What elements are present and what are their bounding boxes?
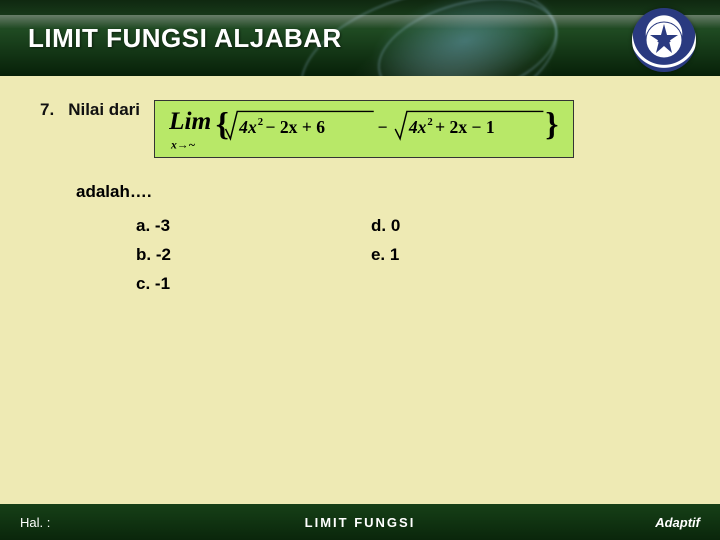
svg-text:x→~: x→~ [170,138,196,151]
option-e: e. 1 [371,241,400,270]
option-d: d. 0 [371,212,400,241]
options: a. -3 b. -2 c. -1 d. 0 e. 1 [136,212,680,299]
svg-text:+ 2x − 1: + 2x − 1 [435,117,494,137]
option-a: a. -3 [136,212,171,241]
svg-text:{: { [216,106,229,143]
svg-text:4x: 4x [408,117,427,137]
footer-bar: Hal. : LIMIT FUNGSI Adaptif [0,504,720,540]
content-area: 7. Nilai dari Lim x→~ { 4x 2 − 2x + 6 − [0,76,720,299]
slide: LIMIT FUNGSI ALJABAR 7. Nilai dari Lim x… [0,0,720,540]
emblem-svg [644,20,684,60]
svg-text:−: − [378,117,388,137]
svg-text:− 2x + 6: − 2x + 6 [266,117,326,137]
adalah-text: adalah…. [76,182,680,202]
footer-right: Adaptif [655,515,700,530]
footer-center: LIMIT FUNGSI [305,515,416,530]
header-bar: LIMIT FUNGSI ALJABAR [0,0,720,76]
limit-formula: Lim x→~ { 4x 2 − 2x + 6 − 4x 2 + 2x − 1 [169,103,559,153]
formula-box: Lim x→~ { 4x 2 − 2x + 6 − 4x 2 + 2x − 1 [154,100,574,158]
options-column-left: a. -3 b. -2 c. -1 [136,212,171,299]
svg-text:4x: 4x [238,117,257,137]
options-column-right: d. 0 e. 1 [371,212,400,299]
question-number: 7. [40,100,54,120]
svg-text:Lim: Lim [169,107,211,135]
footer-left: Hal. : [20,515,50,530]
page-title: LIMIT FUNGSI ALJABAR [28,23,342,54]
svg-text:2: 2 [258,116,263,128]
question-row: 7. Nilai dari Lim x→~ { 4x 2 − 2x + 6 − [40,100,680,158]
option-b: b. -2 [136,241,171,270]
option-c: c. -1 [136,270,171,299]
education-emblem-icon [632,8,696,72]
svg-text:2: 2 [427,116,432,128]
svg-text:}: } [545,106,558,143]
question-lead: Nilai dari [68,100,140,120]
